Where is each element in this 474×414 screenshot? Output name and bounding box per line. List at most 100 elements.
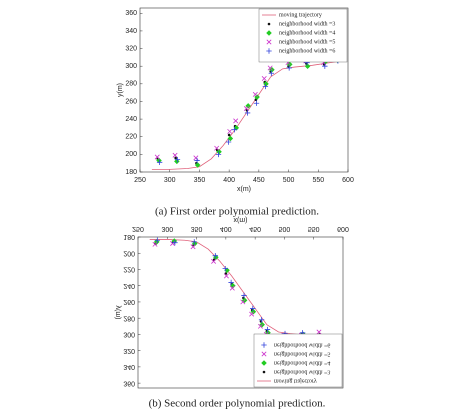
- point: [212, 252, 219, 259]
- point: [156, 159, 163, 166]
- point: [262, 83, 269, 90]
- point: [214, 145, 220, 151]
- plot-frame: [137, 236, 344, 389]
- y-tick-label: 300: [125, 63, 137, 70]
- x-axis-label: x(m): [234, 216, 248, 223]
- point: [227, 133, 231, 137]
- point: [261, 76, 267, 82]
- point: [240, 299, 246, 305]
- x-tick-label: 300: [164, 177, 176, 184]
- point: [244, 110, 251, 116]
- y-axis-label: y(m): [115, 306, 122, 320]
- point: [250, 308, 257, 315]
- x-tick-label: 600: [342, 177, 354, 184]
- point: [252, 91, 258, 97]
- y-axis-label: y(m): [117, 83, 124, 97]
- legend-label: neighborhood width =6: [279, 48, 335, 54]
- y-tick-label: 260: [125, 98, 137, 105]
- point: [227, 135, 234, 142]
- legend-label: moving trajectory: [274, 378, 317, 384]
- x-axis-label: x(m): [237, 186, 251, 193]
- point: [172, 239, 178, 246]
- y-tick-label: 240: [125, 116, 137, 123]
- point: [213, 254, 219, 261]
- x-tick-label: 450: [249, 225, 261, 232]
- x-tick-label: 500: [279, 225, 291, 232]
- point: [194, 162, 201, 168]
- point: [267, 65, 273, 71]
- point: [322, 63, 328, 69]
- point: [254, 94, 260, 100]
- legend-swatch: [266, 30, 272, 36]
- caption: (b) Second order polynomial prediction.: [149, 398, 326, 410]
- point: [258, 317, 265, 323]
- x-tick-label: 600: [337, 225, 349, 232]
- x-tick-label: 450: [253, 177, 265, 184]
- legend-label: neighborhood width =4: [274, 360, 330, 366]
- point: [227, 128, 233, 134]
- point: [249, 311, 255, 317]
- point: [268, 70, 275, 76]
- legend-box: [258, 8, 348, 63]
- legend-label: neighborhood width =6: [274, 342, 330, 348]
- point: [171, 238, 178, 244]
- x-tick-label: 400: [220, 225, 232, 232]
- point: [191, 239, 197, 245]
- point: [190, 244, 196, 250]
- point: [286, 65, 292, 71]
- point: [222, 265, 228, 272]
- point: [245, 103, 251, 109]
- y-tick-label: 280: [125, 81, 137, 88]
- legend-swatch: [261, 342, 267, 348]
- legend-swatch: [266, 48, 272, 54]
- legend-label: moving trajectory: [279, 12, 322, 18]
- y-tick-label: 320: [123, 347, 135, 354]
- point: [153, 239, 160, 245]
- legend-swatch: [261, 351, 267, 357]
- y-tick-label: 200: [123, 249, 135, 256]
- point: [304, 63, 311, 69]
- point: [250, 305, 256, 312]
- legend-label: neighborhood width =5: [279, 39, 335, 45]
- point: [241, 292, 247, 299]
- point: [233, 118, 239, 124]
- point: [223, 273, 229, 279]
- legend-label: neighborhood width =3: [279, 21, 335, 27]
- x-tick-label: 550: [312, 177, 324, 184]
- point: [174, 156, 177, 160]
- point: [228, 279, 234, 286]
- legend-swatch: [261, 360, 267, 366]
- y-tick-label: 240: [123, 282, 135, 289]
- legend-swatch: [266, 39, 272, 45]
- point: [154, 237, 161, 243]
- chart: 250 300 350 400 450 500 550 600 180 200 220 240 260 2…: [117, 7, 354, 193]
- point: [152, 241, 158, 247]
- point: [257, 323, 263, 329]
- y-tick-label: 200: [125, 151, 137, 158]
- point: [172, 152, 178, 158]
- legend-label: neighborhood width =5: [274, 351, 330, 357]
- y-tick-label: 360: [123, 379, 135, 386]
- legend-swatch: [262, 370, 266, 374]
- y-tick-label: 360: [125, 10, 137, 17]
- plot-frame: [139, 7, 349, 173]
- point: [225, 139, 232, 145]
- y-tick-label: 220: [125, 134, 137, 141]
- y-tick-label: 340: [123, 363, 135, 370]
- point: [194, 157, 200, 164]
- caption: (a) First order polynomial prediction.: [155, 206, 319, 218]
- point: [263, 81, 269, 87]
- point: [264, 326, 271, 333]
- point: [243, 106, 249, 111]
- point: [231, 126, 238, 133]
- legend-box: [253, 333, 343, 388]
- y-tick-label: 180: [123, 233, 135, 240]
- x-tick-label: 250: [134, 177, 146, 184]
- point: [192, 240, 198, 247]
- point: [316, 329, 322, 335]
- x-tick-label: 350: [191, 225, 203, 232]
- legend-label: neighborhood width =3: [274, 369, 330, 375]
- y-tick-label: 320: [125, 45, 137, 52]
- y-tick-label: 280: [123, 314, 135, 321]
